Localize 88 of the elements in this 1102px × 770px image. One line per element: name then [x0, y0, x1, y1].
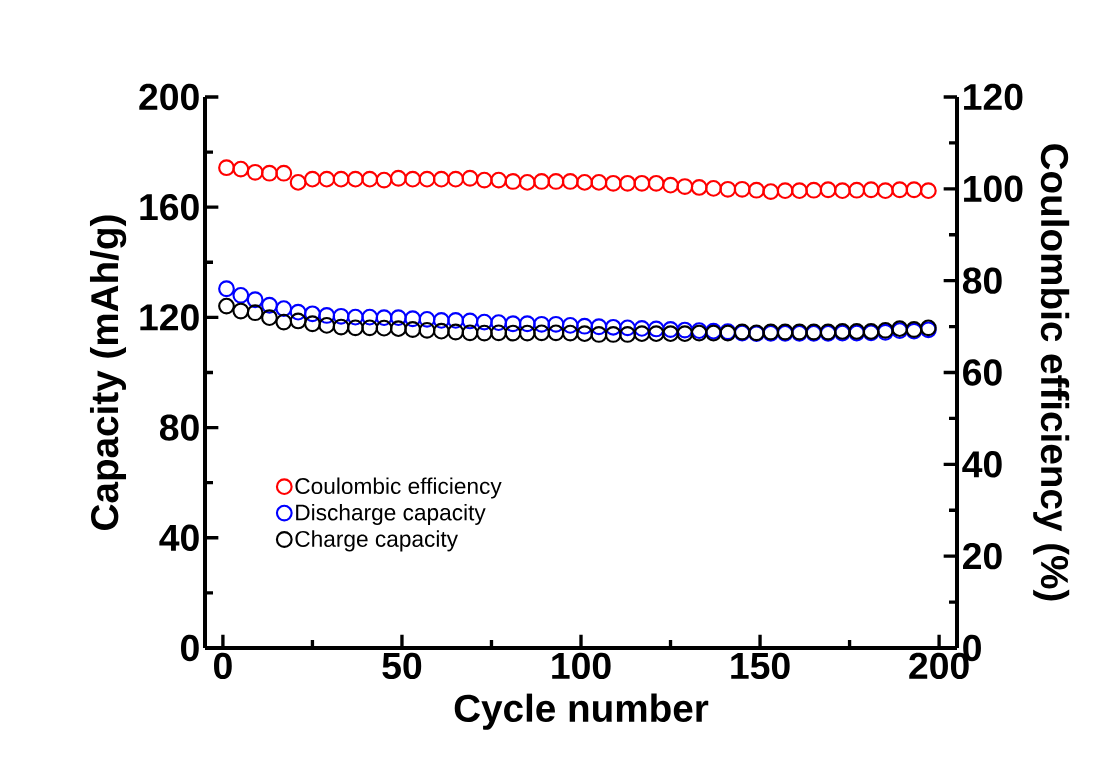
- y-tick-label: 80: [159, 414, 199, 441]
- point: [246, 304, 264, 322]
- y-axis-title: Capacity (mAh/g): [89, 215, 127, 530]
- y2-tick-label: 80: [962, 267, 1002, 294]
- legend-label: Coulombic efficiency: [295, 477, 502, 499]
- y2-tick-label: 120: [964, 83, 1023, 111]
- point: [647, 325, 665, 343]
- point: [232, 286, 250, 304]
- point: [518, 324, 536, 342]
- point: [504, 324, 522, 342]
- y2-tick-label: 20: [963, 542, 1002, 570]
- point: [533, 324, 551, 342]
- y2-tick-label: 60: [963, 359, 1002, 386]
- point: [633, 325, 651, 343]
- point: [547, 315, 565, 333]
- point: [490, 314, 508, 332]
- point: [375, 309, 393, 327]
- point: [246, 291, 264, 309]
- point: [676, 325, 694, 343]
- point: [633, 320, 651, 337]
- point: [261, 309, 278, 327]
- point: [490, 324, 508, 342]
- point: [619, 326, 636, 343]
- point: [275, 313, 293, 331]
- point: [289, 312, 307, 330]
- point: [447, 312, 465, 329]
- y-tick-label: 40: [159, 524, 199, 551]
- y-tick-label: 0: [181, 634, 199, 662]
- point: [461, 312, 479, 330]
- point: [432, 322, 450, 340]
- point: [619, 319, 636, 337]
- point: [404, 310, 422, 328]
- point: [590, 318, 608, 336]
- point: [461, 324, 479, 342]
- point: [561, 324, 579, 342]
- y-tick-label: 160: [140, 193, 199, 221]
- point: [504, 315, 522, 333]
- point: [533, 315, 551, 333]
- y2-axis-title: Coulombic efficiency (%): [1033, 144, 1070, 601]
- point: [375, 319, 393, 337]
- x-tick-label: 50: [382, 652, 422, 680]
- point: [261, 296, 278, 314]
- point: [389, 309, 407, 327]
- point: [590, 326, 608, 343]
- x-tick-label: 100: [552, 652, 611, 680]
- point: [432, 312, 450, 329]
- y-tick-label: 200: [139, 83, 199, 111]
- point: [604, 318, 622, 336]
- x-tick-label: 0: [214, 652, 232, 680]
- point: [332, 318, 350, 336]
- point: [404, 321, 422, 338]
- point: [447, 323, 465, 341]
- point: [218, 280, 235, 298]
- point: [547, 324, 565, 342]
- point: [676, 321, 694, 339]
- point: [662, 325, 679, 343]
- legend-label: Charge capacity: [295, 530, 458, 552]
- point: [304, 315, 321, 333]
- point: [275, 300, 293, 317]
- point: [418, 310, 436, 328]
- point: [347, 319, 364, 337]
- y-tick-label: 120: [140, 304, 199, 331]
- point: [218, 297, 235, 315]
- point: [662, 321, 679, 338]
- point: [475, 313, 493, 331]
- x-tick-label: 150: [731, 652, 790, 680]
- point: [318, 316, 336, 334]
- y2-tick-label: 100: [964, 175, 1023, 203]
- point: [475, 324, 493, 342]
- point: [304, 305, 321, 323]
- point: [347, 308, 364, 326]
- y2-tick-label: 40: [962, 451, 1002, 478]
- point: [604, 326, 622, 343]
- point: [561, 316, 579, 334]
- x-axis-title: Cycle number: [454, 693, 709, 730]
- point: [332, 307, 350, 325]
- legend-label: Discharge capacity: [296, 503, 486, 525]
- point: [576, 317, 593, 335]
- point: [518, 315, 536, 333]
- point: [361, 319, 379, 337]
- point: [232, 302, 250, 320]
- point: [318, 307, 336, 324]
- point: [647, 320, 665, 338]
- point: [418, 321, 436, 339]
- point: [361, 308, 379, 326]
- point: [289, 303, 307, 321]
- point: [389, 320, 407, 338]
- point: [576, 325, 593, 343]
